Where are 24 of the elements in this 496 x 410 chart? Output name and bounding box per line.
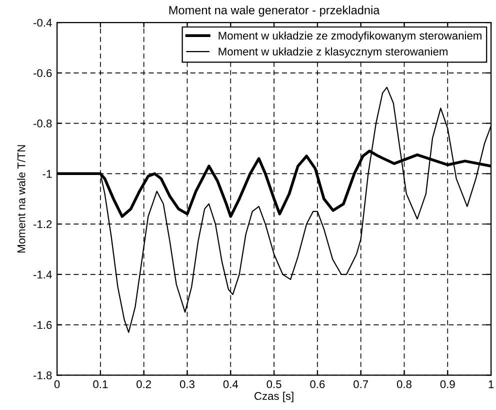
y-axis-title: Moment na wale T/TN (17, 145, 26, 252)
y-tick-label: -1.2 (34, 220, 52, 228)
chart-title: Moment na wale generator - przekladnia (169, 6, 380, 17)
x-tick-label: 0.5 (266, 380, 282, 388)
x-tick-label: 0.7 (354, 380, 368, 388)
x-tick-label: 0 (54, 380, 60, 388)
x-tick-label: 0.8 (396, 380, 412, 388)
y-tick-label: -1.6 (34, 321, 52, 329)
x-tick-label: 0.1 (93, 380, 108, 388)
y-tick-label: -1.4 (34, 270, 52, 278)
x-tick-label: 0.3 (180, 380, 194, 388)
legend-label: Moment w układzie ze zmodyfikowanym sterowaniem (218, 31, 482, 42)
x-tick-label: 0.2 (136, 380, 152, 388)
x-tick-label: 1 (488, 380, 494, 388)
y-tick-label: -0.8 (34, 120, 52, 128)
y-tick-label: -1.8 (34, 371, 52, 380)
legend-label: Moment w układzie z klasycznym sterowaniem (218, 47, 448, 58)
x-tick-label: 0.6 (310, 380, 325, 388)
y-tick-label: -0.6 (34, 69, 52, 78)
x-tick-label: 0.9 (440, 380, 455, 388)
y-tick-label: -0.4 (34, 18, 52, 27)
x-tick-label: 0.4 (223, 380, 238, 388)
y-tick-label: -1 (42, 170, 52, 178)
x-axis-title: Czas [s] (254, 392, 294, 402)
